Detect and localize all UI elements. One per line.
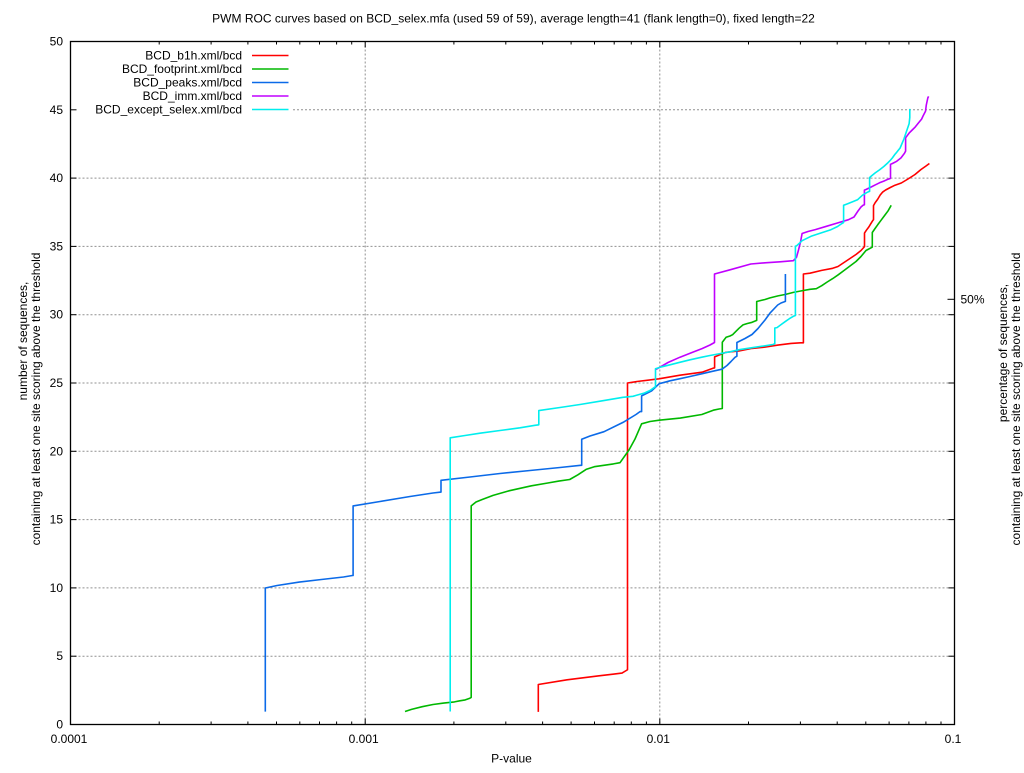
svg-text:BCD_except_selex.xml/bcd: BCD_except_selex.xml/bcd xyxy=(95,103,242,117)
svg-text:containing at least one site s: containing at least one site scoring abo… xyxy=(29,253,43,546)
svg-text:50: 50 xyxy=(50,35,64,49)
svg-text:35: 35 xyxy=(50,239,64,253)
svg-text:40: 40 xyxy=(50,171,64,185)
svg-text:BCD_imm.xml/bcd: BCD_imm.xml/bcd xyxy=(143,89,242,103)
svg-text:25: 25 xyxy=(50,376,64,390)
svg-text:containing at least one site s: containing at least one site scoring abo… xyxy=(1009,253,1023,546)
svg-text:P-value: P-value xyxy=(491,752,532,766)
svg-text:10: 10 xyxy=(50,581,64,595)
svg-text:15: 15 xyxy=(50,513,64,527)
svg-text:30: 30 xyxy=(50,308,64,322)
svg-text:PWM ROC curves based on BCD_se: PWM ROC curves based on BCD_selex.mfa (u… xyxy=(212,12,815,26)
svg-text:0: 0 xyxy=(56,718,63,732)
svg-text:0.01: 0.01 xyxy=(647,732,671,746)
svg-text:BCD_footprint.xml/bcd: BCD_footprint.xml/bcd xyxy=(122,62,242,76)
svg-text:0.0001: 0.0001 xyxy=(51,732,88,746)
svg-text:20: 20 xyxy=(50,444,64,458)
svg-text:BCD_b1h.xml/bcd: BCD_b1h.xml/bcd xyxy=(145,49,242,63)
svg-text:percentage of sequences,: percentage of sequences, xyxy=(996,284,1010,422)
svg-text:0.1: 0.1 xyxy=(945,732,962,746)
svg-text:5: 5 xyxy=(56,649,63,663)
svg-text:BCD_peaks.xml/bcd: BCD_peaks.xml/bcd xyxy=(133,76,242,90)
svg-text:number of sequences,: number of sequences, xyxy=(16,282,30,401)
svg-text:45: 45 xyxy=(50,103,64,117)
svg-text:50%: 50% xyxy=(961,292,985,306)
svg-text:0.001: 0.001 xyxy=(349,732,379,746)
